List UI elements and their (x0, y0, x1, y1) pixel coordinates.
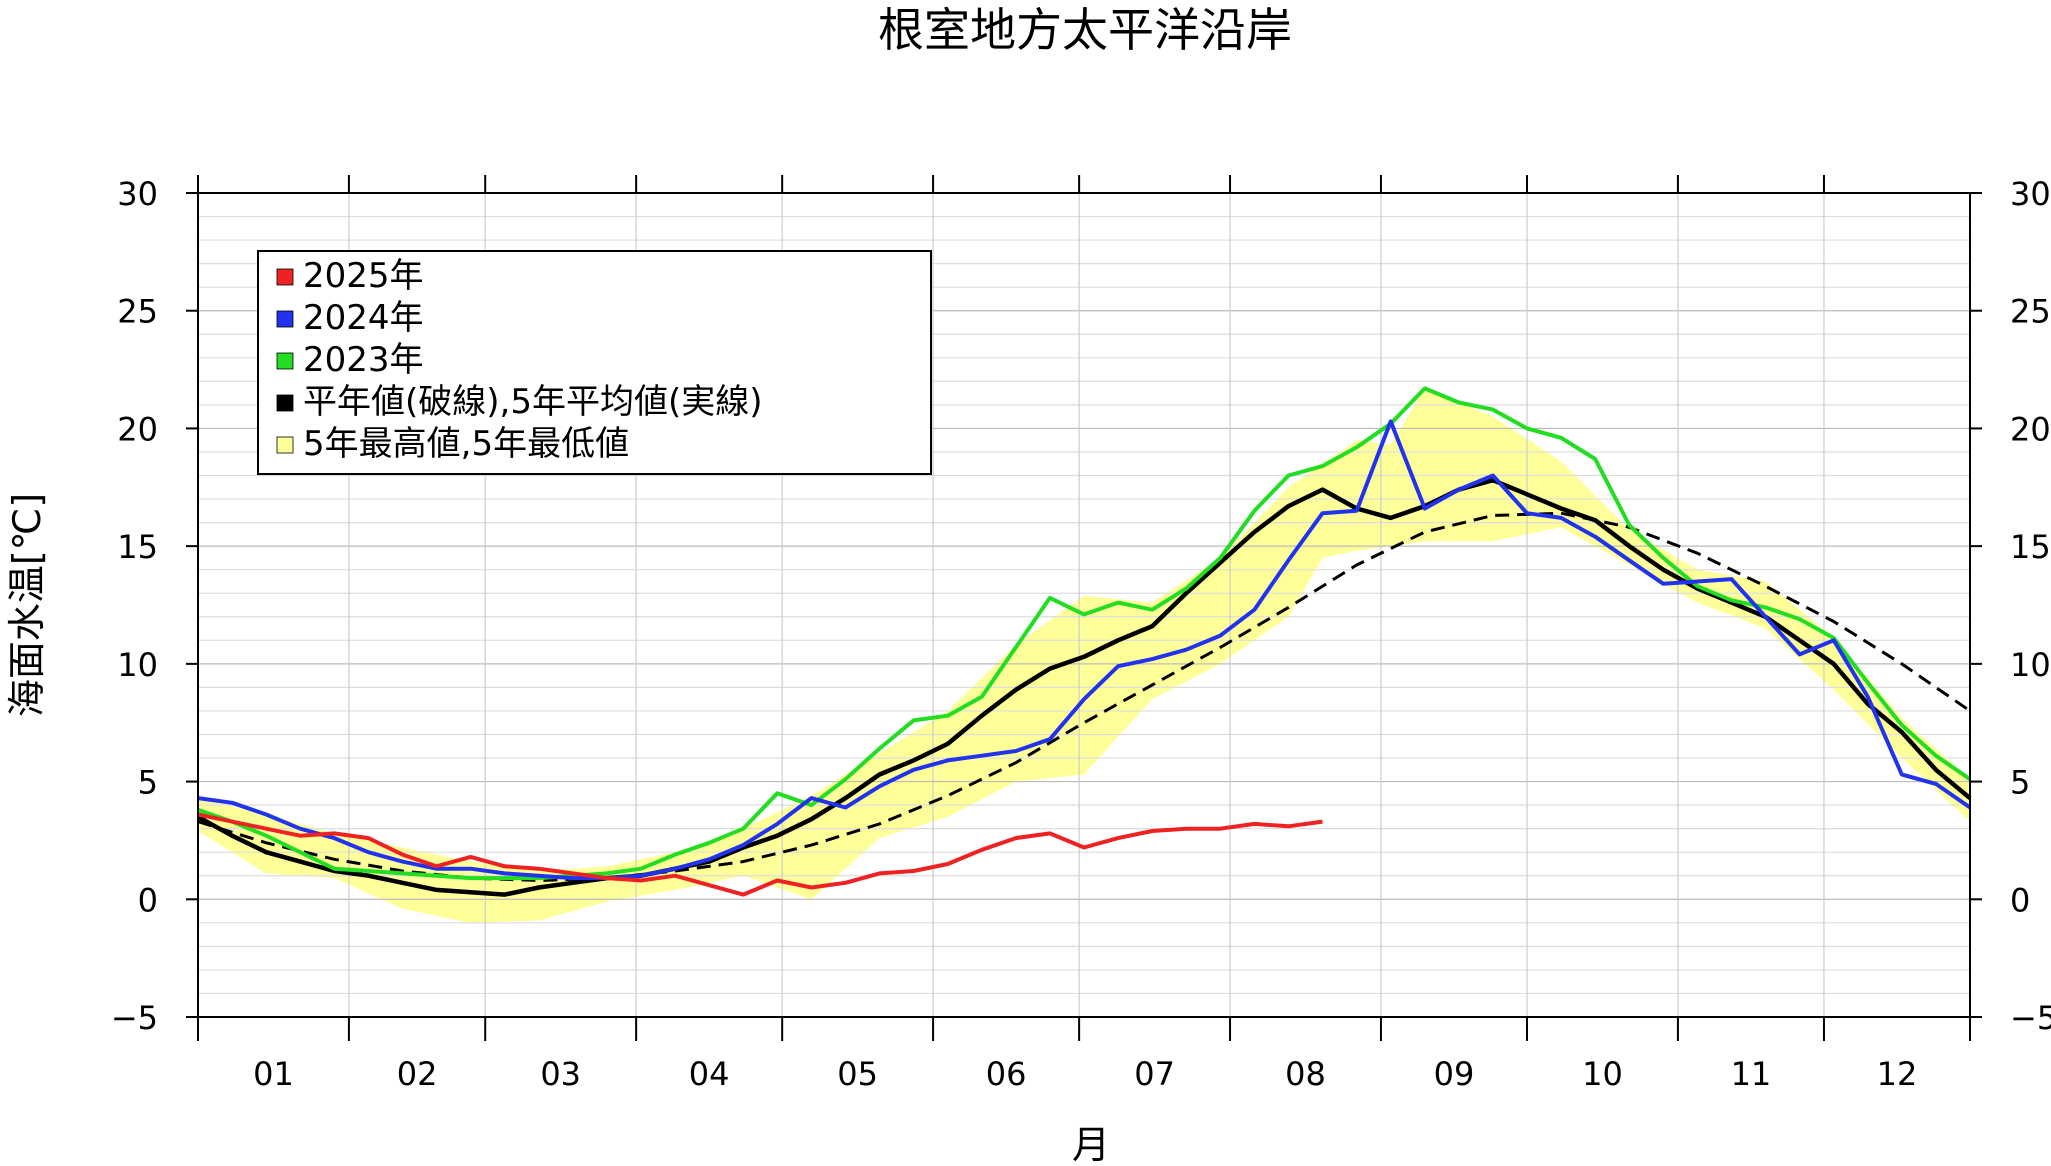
x-tick-label: 05 (837, 1055, 878, 1093)
y-tick-label-left: 30 (117, 175, 158, 213)
legend-label: 5年最高値,5年最低値 (303, 424, 629, 464)
legend-swatch (276, 268, 294, 286)
legend-label: 平年値(破線),5年平均値(実線) (303, 382, 763, 422)
x-tick-label: 10 (1582, 1055, 1623, 1093)
x-tick-label: 07 (1134, 1055, 1175, 1093)
y-tick-label-right: −5 (2010, 999, 2051, 1037)
legend-box (257, 250, 932, 475)
legend-swatch (276, 352, 294, 370)
y-tick-label-right: 0 (2010, 881, 2030, 919)
y-tick-label-left: 10 (117, 646, 158, 684)
y-tick-label-left: 25 (117, 293, 158, 331)
series-line-5年平均値 (196, 477, 1972, 897)
series-line-2024年 (197, 419, 1972, 881)
series-line-2023年 (197, 386, 1972, 881)
x-tick-label: 02 (397, 1055, 438, 1093)
series-line-平年値 (197, 511, 1971, 882)
y-tick-label-left: 20 (117, 410, 158, 448)
y-tick-label-right: 25 (2010, 293, 2051, 331)
x-tick-label: 04 (689, 1055, 730, 1093)
y-tick-label-left: 0 (138, 881, 158, 919)
legend-swatch (276, 436, 294, 454)
y-tick-label-left: −5 (111, 999, 158, 1037)
legend-label: 2025年 (303, 256, 424, 296)
y-tick-label-right: 5 (2010, 764, 2030, 802)
chart-title: 根室地方太平洋沿岸 (878, 3, 1292, 57)
y-tick-label-right: 10 (2010, 646, 2051, 684)
y-tick-label-right: 15 (2010, 528, 2051, 566)
x-tick-label: 06 (986, 1055, 1027, 1093)
legend-swatch (276, 310, 294, 328)
x-tick-label: 11 (1731, 1055, 1772, 1093)
legend-label: 2024年 (303, 298, 424, 338)
y-tick-label-left: 5 (138, 764, 158, 802)
y-tick-label-right: 30 (2010, 175, 2051, 213)
y-axis-label: 海面水温[℃] (5, 493, 49, 717)
y-tick-label-right: 20 (2010, 410, 2051, 448)
legend: 2025年2024年2023年平年値(破線),5年平均値(実線)5年最高値,5年… (257, 250, 932, 475)
x-tick-label: 03 (540, 1055, 581, 1093)
axis-ticks: 30 30 25 25 20 20 15 15 10 10 5 5 0 0 −5 −5 01 02 03 04 05 06… (111, 175, 2051, 1093)
x-axis-label: 月 (1072, 1123, 1110, 1166)
y-tick-label-left: 15 (117, 528, 158, 566)
x-tick-label: 12 (1877, 1055, 1918, 1093)
x-tick-label: 09 (1434, 1055, 1475, 1093)
series-line-2025年 (197, 812, 1323, 897)
series-lines (196, 386, 1972, 897)
plot-frame (197, 192, 1971, 1018)
legend-swatch (276, 394, 294, 412)
legend-label: 2023年 (303, 340, 424, 380)
x-tick-label: 01 (253, 1055, 294, 1093)
x-tick-label: 08 (1285, 1055, 1326, 1093)
